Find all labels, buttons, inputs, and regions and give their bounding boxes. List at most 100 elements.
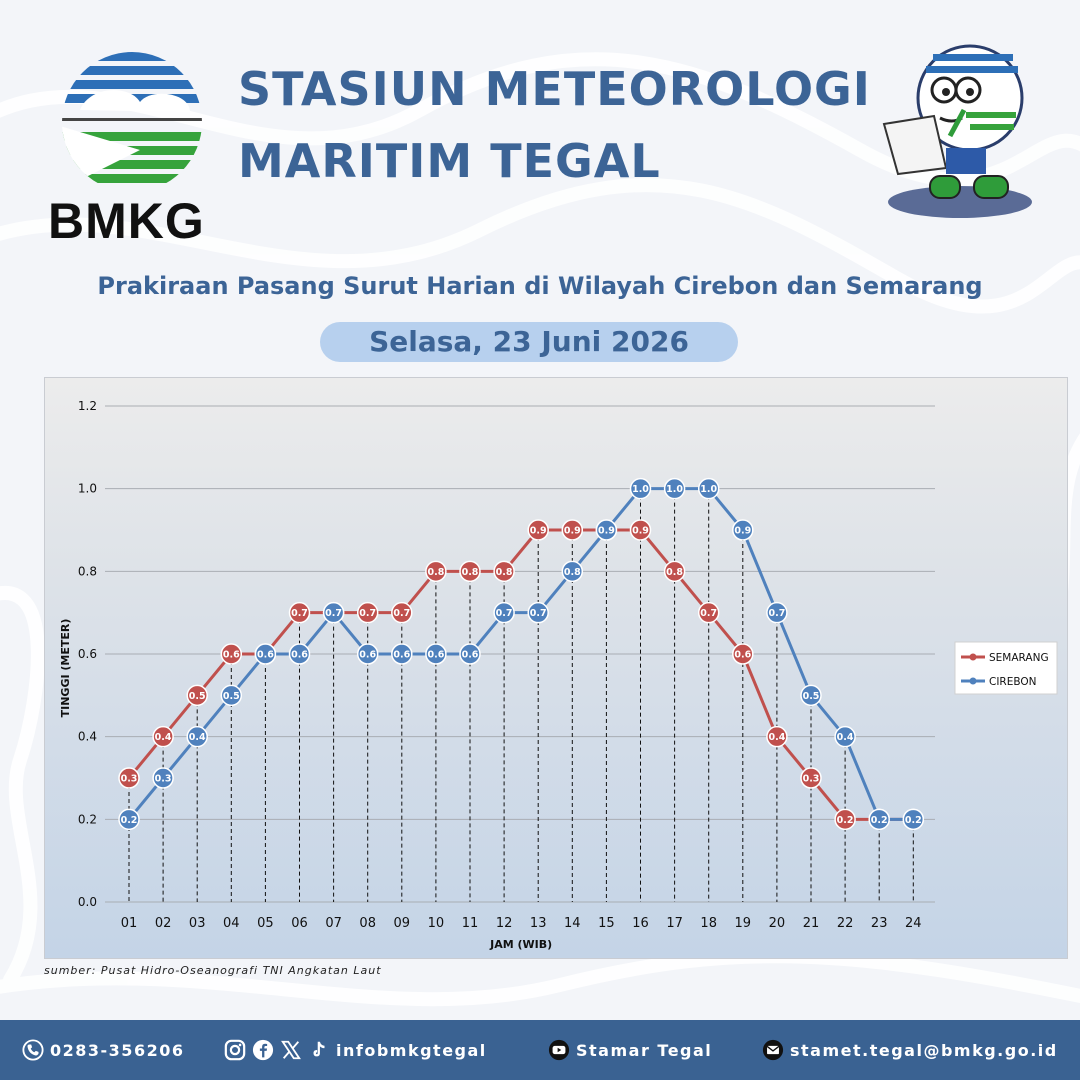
data-label-cirebon: 0.2 [905,815,922,826]
x-tick-label: 07 [325,916,342,931]
instagram-icon[interactable] [224,1039,246,1061]
data-label-cirebon: 0.5 [803,691,820,702]
email-address: stamet.tegal@bmkg.go.id [790,1040,1058,1060]
data-label-cirebon: 0.6 [462,650,479,661]
data-label-cirebon: 0.7 [496,608,513,619]
youtube-icon[interactable] [548,1039,570,1061]
data-point-semarang [766,725,788,748]
x-tick-label: 11 [462,916,479,931]
data-label-semarang: 0.4 [768,732,785,743]
data-point-cirebon [595,519,618,541]
data-label-semarang: 0.9 [632,526,649,537]
data-label-cirebon: 1.0 [666,484,683,495]
data-point-semarang [118,767,140,789]
data-point-semarang [425,560,447,583]
x-tick-label: 23 [871,916,888,931]
x-tick-label: 18 [700,916,717,931]
data-label-semarang: 0.8 [496,567,513,578]
data-label-semarang: 0.5 [189,691,206,702]
data-label-semarang: 0.6 [223,650,240,661]
x-tick-label: 10 [428,916,445,931]
youtube-channel: Stamar Tegal [576,1040,713,1060]
footer-youtube: Stamar Tegal [548,1020,712,1080]
tide-chart: 0.0 0.2 0.4 0.6 0.8 1.0 1.2 01 02 03 04 05 06 07 08 09 1… [44,377,1068,959]
data-point-semarang [288,601,311,624]
data-label-cirebon: 0.3 [155,774,172,785]
x-tick-label: 14 [564,916,581,931]
data-label-cirebon: 0.2 [121,815,138,826]
footer-phone: 0283-356206 [22,1020,184,1080]
x-tick-label: 21 [803,916,820,931]
data-point-cirebon [868,808,890,831]
forecast-subtitle: Prakiraan Pasang Surut Harian di Wilayah… [97,272,983,300]
tide-chart-svg: 0.0 0.2 0.4 0.6 0.8 1.0 1.2 01 02 03 04 05 06 07 08 09 1… [59,399,1058,951]
x-tick-label: 13 [530,916,547,931]
data-point-cirebon [697,477,720,500]
data-point-semarang [663,560,686,583]
tiktok-icon[interactable] [308,1039,330,1061]
data-label-semarang: 0.8 [427,567,444,578]
legend-label-cirebon: CIREBON [989,676,1037,688]
station-title-line2: MARITIM TEGAL [238,134,661,188]
data-label-cirebon: 0.7 [530,608,547,619]
data-label-cirebon: 0.6 [257,650,274,661]
data-label-semarang: 0.9 [564,526,581,537]
source-note: sumber: Pusat Hidro-Oseanografi TNI Angk… [44,964,382,977]
data-point-semarang [561,519,584,541]
y-tick-label: 1.0 [78,482,97,496]
data-point-cirebon [391,643,413,665]
data-point-cirebon [186,725,208,748]
data-label-semarang: 0.7 [359,608,376,619]
x-twitter-icon[interactable] [280,1039,302,1061]
data-label-semarang: 0.6 [734,650,751,661]
social-handle: infobmkgtegal [336,1040,487,1060]
data-label-semarang: 0.2 [837,815,854,826]
data-point-semarang [220,643,243,665]
data-label-cirebon: 0.2 [871,815,888,826]
phone-number: 0283-356206 [50,1040,185,1060]
data-point-cirebon [152,767,174,789]
x-tick-label: 12 [496,916,513,931]
data-label-cirebon: 0.6 [393,650,410,661]
x-tick-label: 02 [155,916,172,931]
x-tick-label: 15 [598,916,615,931]
date-badge: Selasa, 23 Juni 2026 [320,322,738,362]
data-label-cirebon: 0.7 [768,608,785,619]
data-point-semarang [800,767,822,789]
data-label-cirebon: 0.6 [291,650,308,661]
data-point-cirebon [493,601,515,624]
data-label-cirebon: 0.8 [564,567,581,578]
y-tick-label: 0.6 [78,647,97,661]
footer-social: infobmkgtegal [224,1020,487,1080]
data-point-cirebon [663,477,686,500]
data-label-cirebon: 0.9 [598,526,615,537]
data-label-cirebon: 0.5 [223,691,240,702]
data-point-semarang [152,725,174,748]
x-tick-label: 16 [632,916,649,931]
data-point-semarang [493,560,515,583]
data-label-cirebon: 0.7 [325,608,342,619]
data-label-semarang: 0.4 [155,732,172,743]
footer-email: stamet.tegal@bmkg.go.id [762,1020,1058,1080]
data-label-semarang: 0.7 [700,608,717,619]
legend-box [954,641,1058,695]
email-icon[interactable] [762,1039,784,1061]
y-tick-label: 0.0 [78,895,97,909]
data-label-cirebon: 1.0 [632,484,649,495]
facebook-icon[interactable] [252,1039,274,1061]
data-point-cirebon [766,601,788,624]
x-tick-label: 06 [291,916,308,931]
data-point-cirebon [254,643,277,665]
data-point-semarang [391,601,413,624]
x-tick-label: 20 [769,916,786,931]
data-label-semarang: 0.7 [291,608,308,619]
data-point-cirebon [356,643,379,665]
x-tick-label: 09 [394,916,411,931]
x-tick-label: 24 [905,916,922,931]
data-label-cirebon: 0.6 [427,650,444,661]
data-point-semarang [186,684,208,707]
data-point-cirebon [459,643,481,665]
x-tick-label: 04 [223,916,240,931]
data-label-semarang: 0.3 [121,774,138,785]
y-axis-title: TINGGI (METER) [59,619,72,718]
